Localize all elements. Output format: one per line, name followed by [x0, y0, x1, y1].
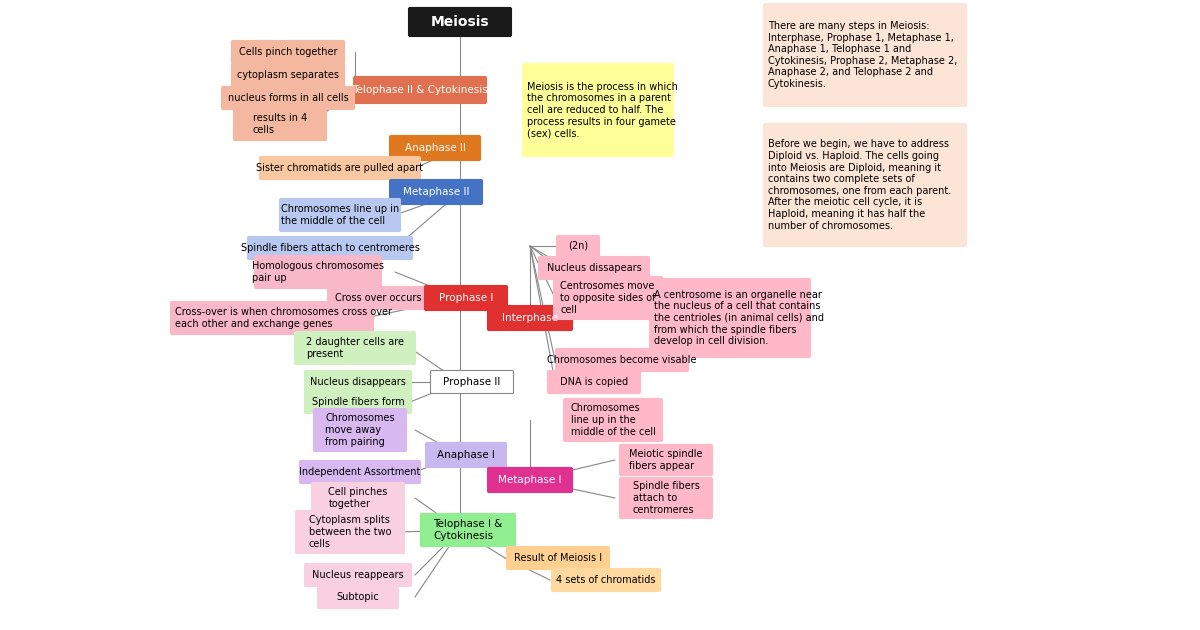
Text: Nucleus reappears: Nucleus reappears — [312, 570, 404, 580]
FancyBboxPatch shape — [431, 370, 514, 394]
Text: There are many steps in Meiosis:
Interphase, Prophase 1, Metaphase 1,
Anaphase 1: There are many steps in Meiosis: Interph… — [768, 21, 958, 89]
Text: Chromosomes
move away
from pairing: Chromosomes move away from pairing — [325, 413, 395, 447]
Text: Meiosis is the process in which
the chromosomes in a parent
cell are reduced to : Meiosis is the process in which the chro… — [527, 82, 678, 138]
Text: results in 4
cells: results in 4 cells — [253, 113, 307, 135]
FancyBboxPatch shape — [522, 64, 673, 156]
FancyBboxPatch shape — [564, 399, 662, 442]
FancyBboxPatch shape — [313, 408, 407, 452]
Text: Cross over occurs: Cross over occurs — [335, 293, 421, 303]
FancyBboxPatch shape — [312, 483, 404, 513]
Text: Cytoplasm splits
between the two
cells: Cytoplasm splits between the two cells — [308, 515, 391, 549]
FancyBboxPatch shape — [232, 64, 344, 86]
FancyBboxPatch shape — [619, 478, 713, 518]
FancyBboxPatch shape — [318, 585, 398, 609]
Text: Metaphase I: Metaphase I — [498, 475, 562, 485]
Text: Chromosomes become visable: Chromosomes become visable — [547, 355, 697, 365]
Text: Nucleus dissapears: Nucleus dissapears — [547, 263, 641, 273]
FancyBboxPatch shape — [259, 156, 420, 180]
FancyBboxPatch shape — [557, 236, 600, 256]
FancyBboxPatch shape — [426, 442, 506, 467]
Text: Nucleus disappears: Nucleus disappears — [310, 377, 406, 387]
FancyBboxPatch shape — [619, 445, 713, 476]
FancyBboxPatch shape — [232, 40, 344, 64]
Text: 4 sets of chromatids: 4 sets of chromatids — [557, 575, 655, 585]
FancyBboxPatch shape — [295, 510, 404, 554]
Text: Anaphase II: Anaphase II — [404, 143, 466, 153]
Text: Prophase II: Prophase II — [443, 377, 500, 387]
FancyBboxPatch shape — [390, 135, 480, 161]
FancyBboxPatch shape — [763, 123, 966, 246]
FancyBboxPatch shape — [354, 76, 486, 103]
Text: cytoplasm separates: cytoplasm separates — [238, 70, 340, 80]
FancyBboxPatch shape — [170, 302, 373, 335]
FancyBboxPatch shape — [425, 285, 508, 311]
FancyBboxPatch shape — [294, 331, 415, 365]
FancyBboxPatch shape — [539, 256, 649, 280]
Text: A centrosome is an organelle near
the nucleus of a cell that contains
the centri: A centrosome is an organelle near the nu… — [654, 290, 824, 346]
FancyBboxPatch shape — [280, 198, 401, 231]
FancyBboxPatch shape — [487, 467, 572, 493]
Text: nucleus forms in all cells: nucleus forms in all cells — [228, 93, 348, 103]
FancyBboxPatch shape — [420, 513, 516, 546]
Text: Cells pinch together: Cells pinch together — [239, 47, 337, 57]
FancyBboxPatch shape — [300, 461, 420, 483]
Text: Spindle fibers attach to centromeres: Spindle fibers attach to centromeres — [240, 243, 420, 253]
Text: Homologous chromosomes
pair up: Homologous chromosomes pair up — [252, 261, 384, 283]
FancyBboxPatch shape — [247, 236, 413, 260]
FancyBboxPatch shape — [234, 108, 326, 140]
FancyBboxPatch shape — [390, 180, 482, 205]
Text: Cross-over is when chromosomes cross over
each other and exchange genes: Cross-over is when chromosomes cross ove… — [175, 307, 392, 329]
Text: Meiotic spindle
fibers appear: Meiotic spindle fibers appear — [629, 449, 703, 471]
Text: Result of Meiosis I: Result of Meiosis I — [514, 553, 602, 563]
Text: Centrosomes move
to opposite sides of
cell: Centrosomes move to opposite sides of ce… — [560, 282, 655, 314]
Text: Telophase I &
Cytokinesis: Telophase I & Cytokinesis — [433, 519, 503, 541]
Text: Meiosis: Meiosis — [431, 15, 490, 29]
Text: Chromosomes
line up in the
middle of the cell: Chromosomes line up in the middle of the… — [570, 403, 655, 437]
FancyBboxPatch shape — [222, 86, 354, 110]
FancyBboxPatch shape — [506, 546, 610, 570]
Text: Spindle fibers form: Spindle fibers form — [312, 397, 404, 407]
FancyBboxPatch shape — [763, 4, 966, 106]
Text: (2n): (2n) — [568, 241, 588, 251]
FancyBboxPatch shape — [305, 563, 412, 587]
Text: 2 daughter cells are
present: 2 daughter cells are present — [306, 337, 404, 359]
FancyBboxPatch shape — [328, 287, 428, 309]
Text: Metaphase II: Metaphase II — [403, 187, 469, 197]
Text: Subtopic: Subtopic — [337, 592, 379, 602]
Text: Before we begin, we have to address
Diploid vs. Haploid. The cells going
into Me: Before we begin, we have to address Dipl… — [768, 139, 952, 231]
FancyBboxPatch shape — [556, 348, 689, 372]
FancyBboxPatch shape — [305, 391, 412, 413]
Text: Anaphase I: Anaphase I — [437, 450, 494, 460]
Text: Sister chromatids are pulled apart: Sister chromatids are pulled apart — [257, 163, 424, 173]
Text: Interphase: Interphase — [502, 313, 558, 323]
Text: Cell pinches
together: Cell pinches together — [329, 487, 388, 509]
FancyBboxPatch shape — [552, 568, 660, 592]
Text: DNA is copied: DNA is copied — [560, 377, 628, 387]
FancyBboxPatch shape — [254, 256, 382, 289]
FancyBboxPatch shape — [649, 278, 810, 357]
Text: Telophase II & Cytokinesis: Telophase II & Cytokinesis — [352, 85, 488, 95]
FancyBboxPatch shape — [547, 370, 641, 394]
Text: Prophase I: Prophase I — [439, 293, 493, 303]
FancyBboxPatch shape — [408, 8, 511, 37]
FancyBboxPatch shape — [553, 277, 662, 319]
Text: Independent Assortment: Independent Assortment — [299, 467, 421, 477]
Text: Spindle fibers
attach to
centromeres: Spindle fibers attach to centromeres — [632, 481, 700, 515]
FancyBboxPatch shape — [305, 370, 412, 394]
FancyBboxPatch shape — [487, 306, 572, 331]
Text: Chromosomes line up in
the middle of the cell: Chromosomes line up in the middle of the… — [281, 204, 400, 226]
